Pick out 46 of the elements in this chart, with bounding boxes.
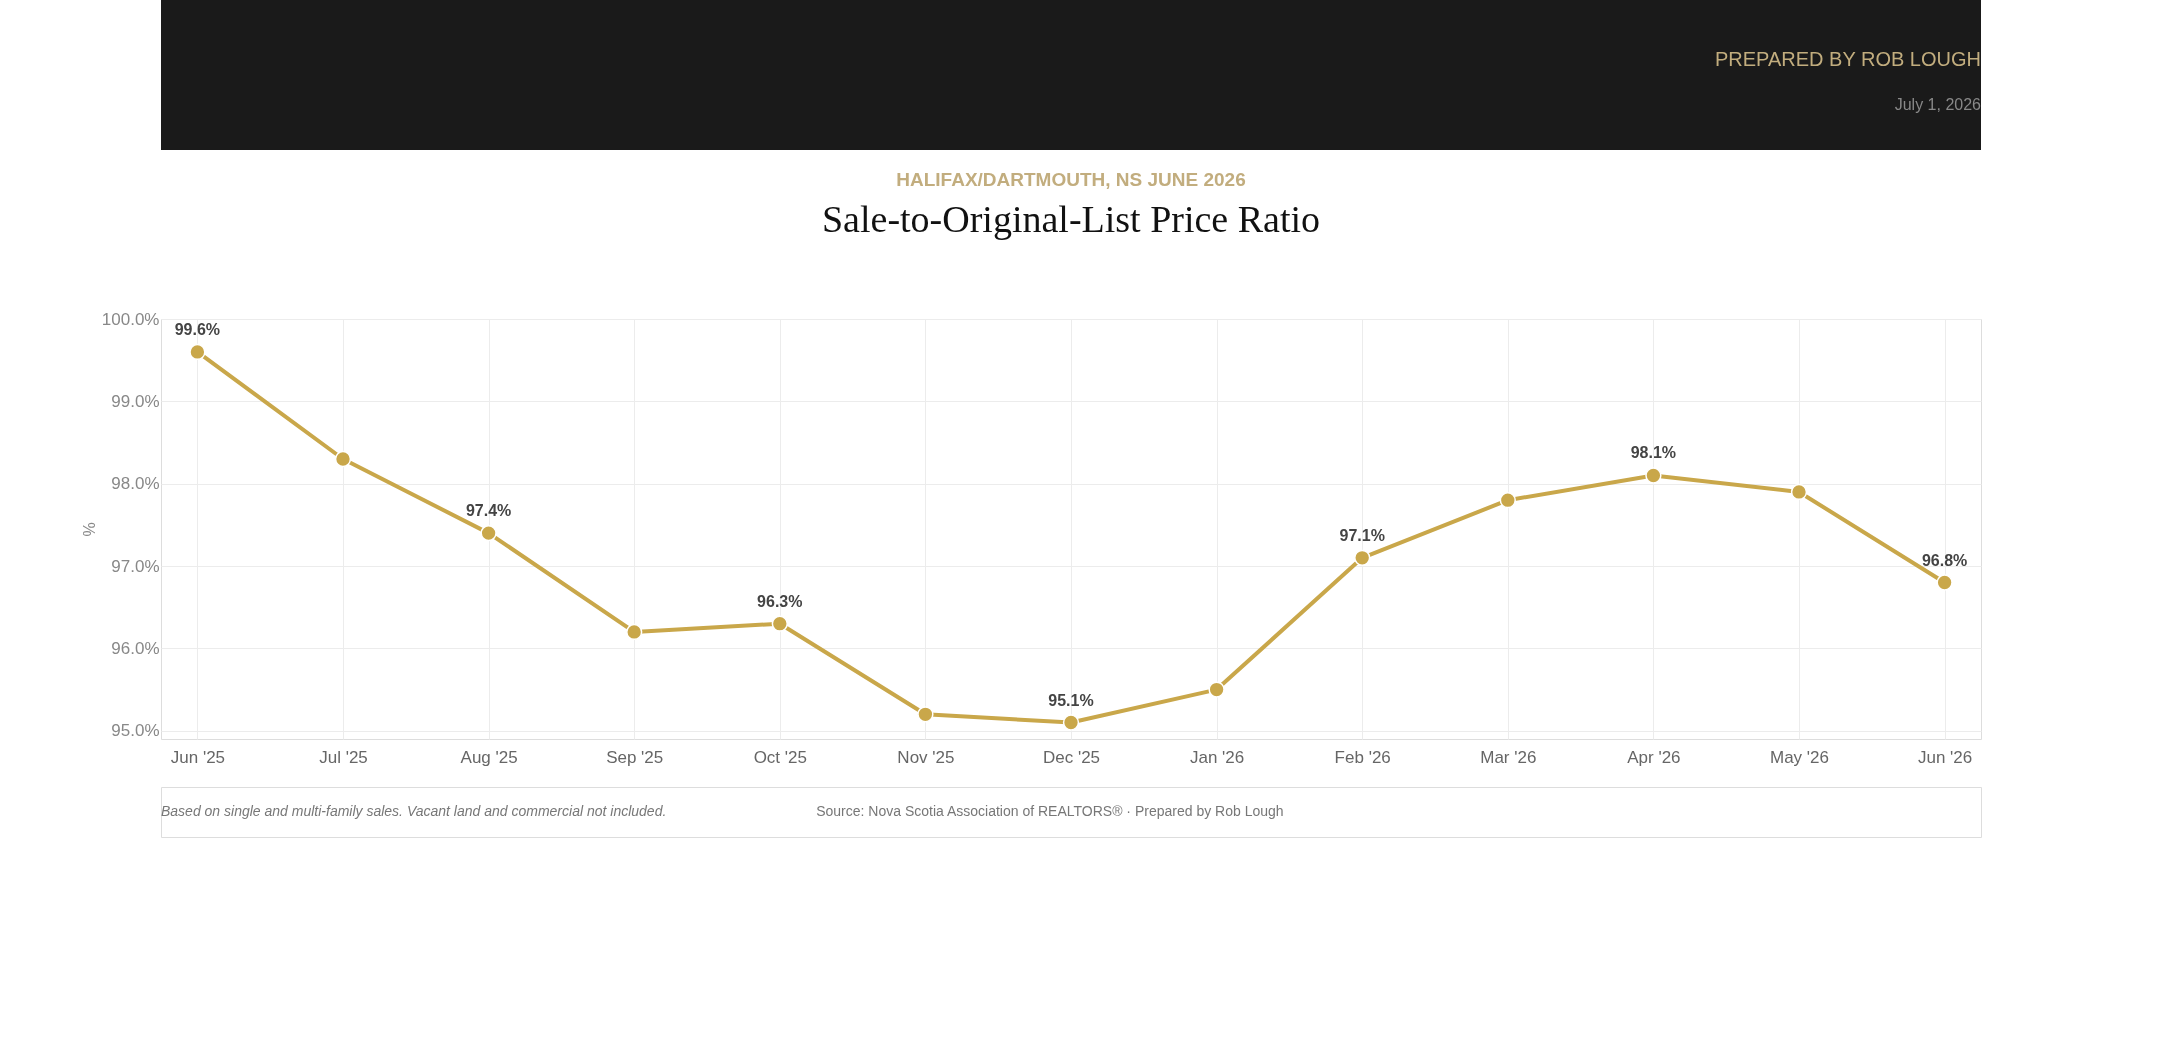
point — [917, 706, 934, 723]
y-tick-label: 100.0% — [101, 309, 160, 329]
data-label: 95.1% — [1048, 691, 1094, 709]
point — [1790, 483, 1808, 501]
x-tick-label: Jun '25 — [170, 747, 226, 767]
point — [189, 343, 206, 361]
x-tick-label: Jun '26 — [1917, 747, 1973, 767]
y-tick-label: 96.0% — [111, 638, 160, 658]
point — [1208, 681, 1225, 698]
point — [1645, 467, 1662, 484]
point — [1062, 714, 1080, 731]
data-label: 99.6% — [174, 320, 221, 338]
x-tick-label: Jan '26 — [1189, 747, 1245, 767]
x-tick-label: May '26 — [1770, 747, 1829, 767]
y-tick-label: 95.0% — [111, 721, 160, 741]
chart-subtitle: HALIFAX/DARTMOUTH, NS JUNE 2026 — [896, 169, 1246, 190]
x-tick-label: Sep '25 — [606, 747, 664, 767]
data-label: 97.1% — [1339, 526, 1385, 544]
point — [1936, 574, 1953, 591]
chart-title: Sale-to-Original-List Price Ratio — [821, 198, 1321, 240]
data-label: 96.8% — [1921, 551, 1968, 569]
data-label: 97.4% — [465, 502, 512, 520]
point — [626, 623, 643, 641]
data-label: 98.1% — [1630, 444, 1677, 462]
point — [771, 615, 788, 632]
text: July 1, 2026 — [1894, 96, 1982, 113]
x-tick-label: Dec '25 — [1042, 747, 1101, 767]
point — [334, 450, 352, 468]
x-tick-label: Jul '25 — [319, 747, 368, 767]
x-tick-label: Nov '25 — [897, 747, 955, 767]
x-tick-label: Aug '25 — [460, 747, 518, 767]
x-tick-label: Feb '26 — [1334, 747, 1391, 767]
y-axis-title: % — [80, 522, 98, 537]
x-tick-label: Oct '25 — [753, 747, 807, 767]
y-tick-label: 97.0% — [111, 556, 160, 576]
text: PREPARED BY ROB LOUGH — [1715, 48, 1981, 70]
point — [1499, 492, 1516, 509]
text: Based on single and multi-family sales. Vacant land and commercial not included. — [161, 803, 667, 819]
x-tick-label: Mar '26 — [1480, 747, 1537, 767]
point — [1354, 549, 1371, 566]
source-note: Source: Nova Scotia Association of REALTORS® · Prepared by Rob Lough — [816, 803, 1284, 819]
y-tick-label: 98.0% — [111, 474, 160, 494]
point — [480, 524, 497, 542]
y-tick-label: 99.0% — [111, 391, 160, 411]
x-tick-label: Apr '26 — [1627, 747, 1681, 767]
data-label: 96.3% — [757, 592, 803, 610]
